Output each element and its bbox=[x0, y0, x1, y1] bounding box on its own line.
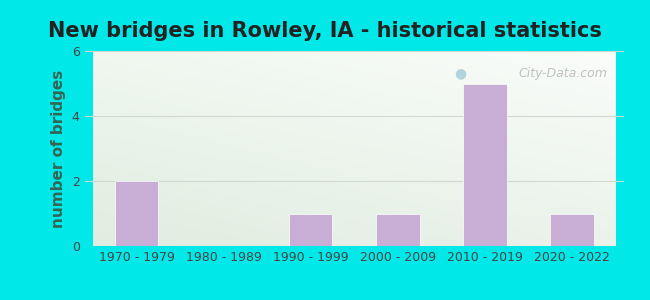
Y-axis label: number of bridges: number of bridges bbox=[51, 69, 66, 228]
Text: ●: ● bbox=[454, 67, 466, 81]
Text: City-Data.com: City-Data.com bbox=[519, 67, 608, 80]
Bar bbox=[289, 214, 333, 246]
Text: New bridges in Rowley, IA - historical statistics: New bridges in Rowley, IA - historical s… bbox=[48, 21, 602, 41]
Bar bbox=[463, 83, 506, 246]
Bar bbox=[376, 214, 419, 246]
Bar bbox=[115, 181, 159, 246]
Bar bbox=[550, 214, 593, 246]
